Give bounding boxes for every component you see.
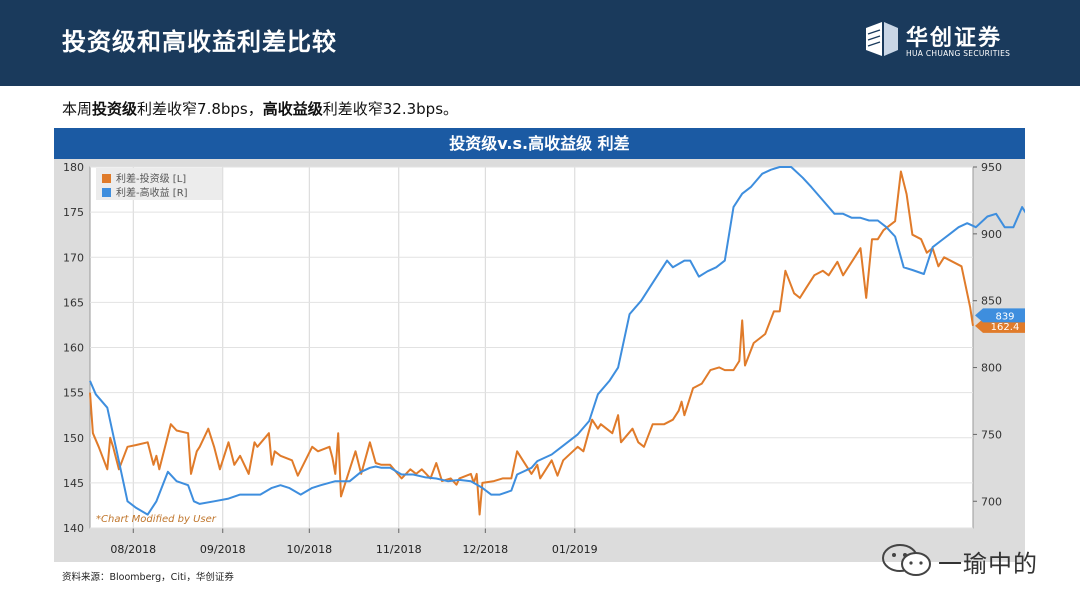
summary-bold-ig: 投资级 [92,100,138,118]
series-line-hy [89,166,1025,516]
legend-box [96,168,222,200]
x-tick-label: 09/2018 [200,543,246,556]
chart-title: 投资级v.s.高收益级 利差 [54,128,1025,159]
series-line-ig [89,170,974,516]
summary-part-1: 本周 [62,100,93,118]
y-right-tick-label: 950 [981,161,1002,174]
y-right-tick-label: 700 [981,495,1002,508]
y-left-tick-label: 160 [63,342,84,355]
x-tick-label: 11/2018 [376,543,422,556]
source-note: 资料来源：Bloomberg，Citi，华创证券 [62,572,234,583]
spread-chart: 08/2018 09/2018 10/2018 11/2018 12/2018 01/20… [63,161,1025,556]
y-left-tick-label: 150 [63,432,84,445]
y-left-tick-label: 180 [63,161,84,174]
wechat-icon [882,544,931,576]
y-right-tick-label: 750 [981,428,1002,441]
y-left-tick-label: 175 [63,206,84,219]
y-left-tick-label: 165 [63,296,84,309]
page-title: 投资级和高收益利差比较 [62,28,337,56]
chart-annotation: *Chart Modified by User [96,514,217,525]
wechat-watermark: 一瑜中的 [880,542,1070,582]
title-bar: 投资级和高收益利差比较 华创证券 HUA CHUANG SECURITIES [0,0,1080,86]
y-left-tick-label: 155 [63,387,84,400]
x-tick-label: 10/2018 [286,543,332,556]
watermark-text: 一瑜中的 [938,550,1038,578]
legend-swatch-ig [102,174,111,183]
y-right-tick-label: 800 [981,362,1002,375]
x-tick-label: 12/2018 [462,543,508,556]
x-tick-label: 08/2018 [110,543,156,556]
summary-part-3: 利差收窄32.3bps。 [322,100,459,118]
y-right-tick-label: 850 [981,295,1002,308]
last-value-label-hy: 839 [995,311,1014,322]
logo-mark-icon [866,22,898,56]
y-right-tick-label: 900 [981,228,1002,241]
y-left-tick-label: 145 [63,477,84,490]
company-logo: 华创证券 HUA CHUANG SECURITIES [862,20,1032,66]
y-left-tick-label: 140 [63,522,84,535]
y-left-tick-label: 170 [63,251,84,264]
summary-bold-hy: 高收益级 [262,100,323,118]
summary-part-2: 利差收窄7.8bps， [137,100,263,118]
x-tick-label: 01/2019 [552,543,598,556]
last-value-label-ig: 162.4 [991,322,1020,333]
logo-name-en: HUA CHUANG SECURITIES [906,49,1011,58]
legend-swatch-hy [102,188,111,197]
legend-label-ig: 利差-投资级 [L] [116,172,186,185]
legend-label-hy: 利差-高收益 [R] [116,186,188,199]
logo-name-cn: 华创证券 [906,26,1003,51]
last-value-tag-hy [975,308,1025,323]
summary-text: 本周投资级利差收窄7.8bps，高收益级利差收窄32.3bps。 [62,98,458,119]
